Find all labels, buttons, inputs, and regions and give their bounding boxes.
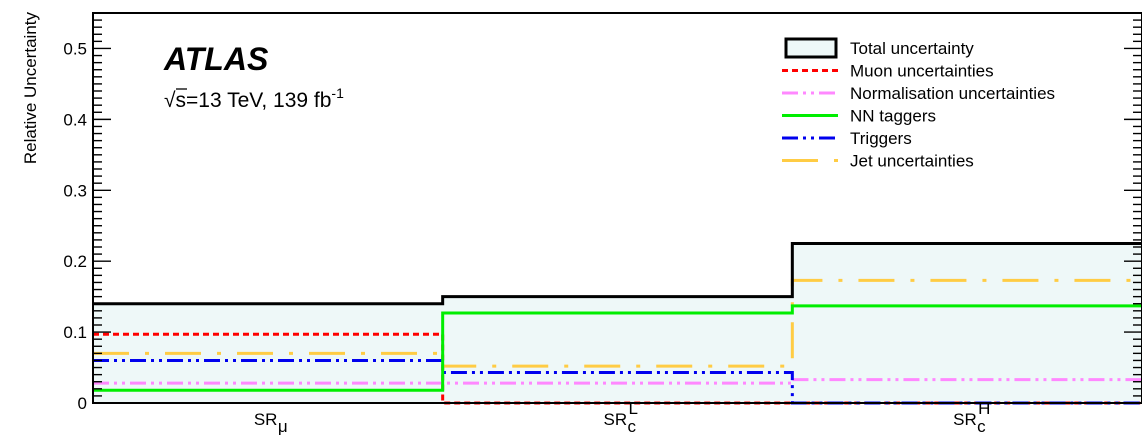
y-tick-label: 0.1 <box>63 323 87 342</box>
total-uncertainty-area <box>93 243 1142 403</box>
y-tick-label: 0.2 <box>63 252 87 271</box>
legend-label-total-uncertainty: Total uncertainty <box>850 39 974 58</box>
x-category-label: SR μ <box>254 410 288 436</box>
y-tick-label: 0.4 <box>63 110 87 129</box>
x-category-base: SR <box>254 410 278 429</box>
y-tick-label: 0.3 <box>63 181 87 200</box>
legend-label-nn-taggers: NN taggers <box>850 107 936 126</box>
legend-label-muon-uncertainties: Muon uncertainties <box>850 62 994 81</box>
y-axis-title: Relative Uncertainty <box>21 12 40 165</box>
x-category-sub: c <box>628 417 637 436</box>
series-line-nn-taggers <box>93 304 1142 392</box>
energy-exponent: -1 <box>331 85 344 101</box>
legend-label-jet-uncertainties: Jet uncertainties <box>850 152 974 171</box>
series-line-jet-uncertainties <box>93 278 1142 368</box>
x-category-sup: L <box>629 399 638 418</box>
ticks-layer <box>93 12 1142 404</box>
x-category-base: SR <box>953 410 977 429</box>
plot-frame <box>92 12 1142 404</box>
energy-label: √s=13 TeV, 139 fb-1 <box>164 85 344 112</box>
legend-label-normalisation-uncertainties: Normalisation uncertainties <box>850 84 1055 103</box>
y-tick-label: 0.5 <box>63 39 87 58</box>
x-category-sub: μ <box>278 417 288 436</box>
legend-label-triggers: Triggers <box>850 129 912 148</box>
x-category-sub: c <box>977 417 986 436</box>
series-line-total-uncertainty <box>93 241 1142 306</box>
x-category-sup: H <box>978 399 990 418</box>
total-uncertainty-fill-layer <box>93 243 1142 403</box>
y-tick-label: 0 <box>78 394 87 413</box>
experiment-label: ATLAS <box>163 41 269 77</box>
legend: Total uncertainty Muon uncertainties Norma… <box>782 37 1055 171</box>
energy-text: √s=13 TeV, 139 fb <box>164 89 331 112</box>
x-category-base: SR <box>604 410 628 429</box>
series-line-normalisation-uncertainties <box>93 378 1142 385</box>
legend-swatch-total-uncertainty <box>784 37 838 59</box>
